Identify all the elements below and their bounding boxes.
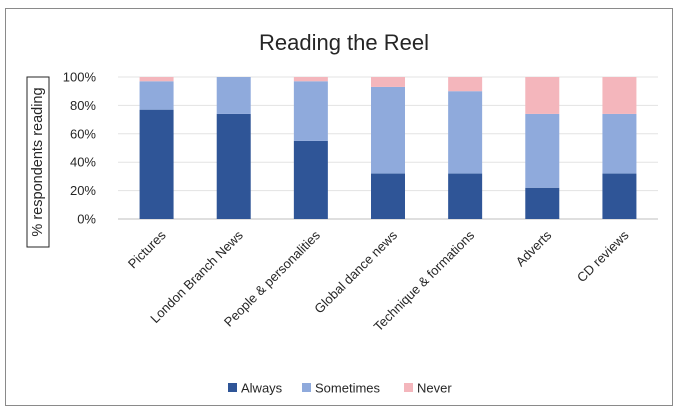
x-tick-label: Pictures (125, 227, 169, 271)
legend-label: Sometimes (315, 381, 381, 396)
bar-segment-sometimes (602, 113, 637, 174)
y-axis-label: % respondents reading (30, 87, 46, 236)
bar-segment-always (216, 113, 251, 219)
bar-segment-sometimes (371, 86, 405, 174)
bar-segment-always (525, 187, 560, 219)
legend-label: Always (241, 381, 283, 396)
bar-segment-sometimes (216, 77, 251, 114)
chart-frame (5, 8, 673, 406)
y-tick-label: 20% (70, 183, 96, 198)
legend-swatch-never (404, 383, 413, 392)
y-tick-label: 100% (63, 70, 97, 85)
y-tick-label: 0% (77, 212, 96, 227)
bar-segment-always (602, 173, 637, 219)
bar-segment-always (139, 109, 174, 219)
legend-label: Never (417, 381, 452, 396)
y-tick-label: 60% (70, 126, 96, 141)
x-tick-label: Global dance news (311, 227, 400, 316)
legend-swatch-sometimes (302, 383, 311, 392)
bar-segment-always (448, 173, 483, 219)
bar-segment-sometimes (293, 81, 328, 141)
legend: Always Sometimes Never (228, 381, 452, 396)
bar-segment-never (139, 77, 174, 82)
y-tick-label: 80% (70, 98, 96, 113)
legend-swatch-always (228, 383, 237, 392)
bar-segment-sometimes (525, 113, 560, 188)
bar-segment-never (448, 77, 483, 92)
bar-segment-never (525, 77, 560, 114)
x-tick-label: Adverts (513, 227, 555, 269)
bar-segment-never (293, 77, 328, 82)
bars (139, 77, 637, 219)
bar-segment-never (371, 77, 405, 87)
bar-segment-always (371, 173, 405, 219)
y-axis-ticks: 0% 20% 40% 60% 80% 100% (63, 70, 97, 227)
bar-segment-never (602, 77, 637, 114)
y-axis-label-box (26, 76, 50, 248)
bar-segment-always (293, 140, 328, 219)
chart-title: Reading the Reel (259, 30, 429, 55)
y-tick-label: 40% (70, 155, 96, 170)
bar-segment-sometimes (139, 81, 174, 110)
x-tick-label: CD reviews (574, 227, 632, 285)
bar-segment-sometimes (448, 91, 483, 174)
